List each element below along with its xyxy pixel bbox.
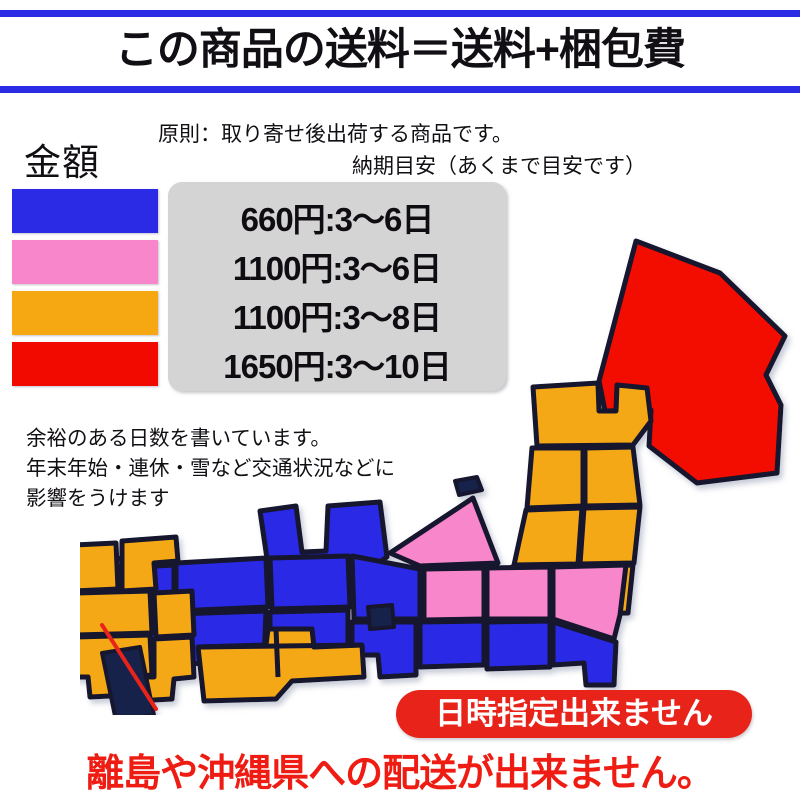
okinawa-exclusion-slash-icon bbox=[100, 623, 158, 711]
map-region-okinawa-excluded bbox=[100, 645, 156, 715]
map-region-kanto bbox=[387, 495, 629, 642]
header-bottom-rule bbox=[0, 86, 800, 93]
caution-line-3: 影響をうけます bbox=[26, 487, 170, 510]
note-line-2: 納期目安（あくまで目安です） bbox=[352, 155, 646, 178]
legend-swatch-orange bbox=[12, 291, 158, 335]
note-line-1: 原則：取り寄せ後出荷する商品です。 bbox=[158, 123, 513, 146]
caution-line-2: 年末年始・連休・雪など交通状況などに bbox=[26, 457, 395, 480]
legend-swatch-column bbox=[12, 189, 158, 393]
legend-row-pink: 1100円:3～6日 bbox=[232, 250, 442, 287]
map-island-awaji bbox=[366, 603, 396, 631]
legend-swatch-pink bbox=[12, 240, 158, 284]
japan-shipping-zone-map bbox=[80, 215, 800, 715]
no-time-designation-badge: 日時指定出来ません bbox=[396, 690, 752, 738]
caution-text-block: 余裕のある日数を書いています。 年末年始・連休・雪など交通状況などに 影響をうけ… bbox=[26, 424, 395, 514]
legend-row-orange: 1100円:3～8日 bbox=[232, 299, 442, 336]
legend-swatch-red bbox=[12, 342, 158, 386]
no-time-designation-label: 日時指定出来ません bbox=[434, 696, 714, 731]
map-island-sado bbox=[453, 475, 484, 497]
remote-island-warning: 離島や沖縄県への配送が出来ません。 bbox=[86, 753, 715, 795]
legend-swatch-blue bbox=[12, 189, 158, 233]
legend-panel: 660円:3～6日 1100円:3～6日 1100円:3～8日 1650円:3～… bbox=[168, 182, 506, 391]
map-region-shikoku bbox=[195, 626, 367, 704]
caution-line-1: 余裕のある日数を書いています。 bbox=[26, 427, 331, 450]
page-title: この商品の送料＝送料+梱包費 bbox=[114, 26, 686, 74]
legend-row-red: 1650円:3～10日 bbox=[223, 348, 451, 385]
legend-row-blue: 660円:3～6日 bbox=[240, 201, 435, 238]
amount-label: 金額 bbox=[24, 142, 100, 183]
header-top-rule bbox=[0, 10, 800, 17]
